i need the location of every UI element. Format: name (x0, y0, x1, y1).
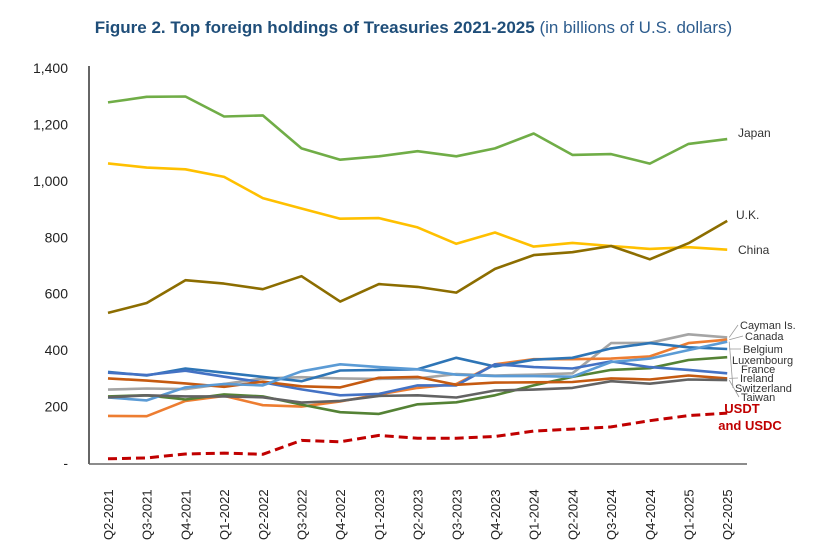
x-tick-label: Q3-2022 (295, 489, 310, 540)
series-label-belgium: Belgium (743, 344, 783, 356)
y-tick-label: 600 (45, 286, 69, 302)
chart-title: Figure 2. Top foreign holdings of Treasu… (0, 18, 827, 38)
series-line-japan (107, 95, 728, 165)
series-line-france (107, 360, 728, 397)
series-label-usdt-and-usdc-line2: and USDC (718, 418, 782, 433)
x-tick-label: Q4-2021 (178, 489, 193, 540)
x-tick-label: Q4-2023 (488, 489, 503, 540)
series-line-usdt-and-usdc (107, 411, 728, 461)
series-label-luxembourg: Luxembourg (732, 355, 793, 367)
series-label-u-k: U.K. (736, 208, 759, 222)
y-tick-label: 400 (45, 342, 69, 358)
series-line-belgium (107, 341, 728, 383)
x-axis-ticks: Q2-2021 Q3-2021 Q4-2021 Q1-2022 Q2-2022 Q3-20… (101, 489, 735, 540)
axes (88, 66, 747, 465)
series-line-cayman-is (107, 332, 728, 391)
chart-subtitle: (in billions of U.S. dollars) (539, 18, 733, 37)
leader-line (728, 324, 739, 338)
x-tick-label: Q2-2024 (565, 489, 580, 540)
series-label-france: France (741, 364, 775, 376)
series-lines (107, 95, 728, 461)
x-tick-label: Q2-2025 (720, 489, 735, 540)
x-tick-label: Q2-2023 (411, 489, 426, 540)
y-tick-label: - (63, 455, 68, 471)
x-tick-label: Q1-2023 (372, 489, 387, 540)
y-tick-label: 200 (45, 399, 69, 415)
chart-title-main: Figure 2. Top foreign holdings of Treasu… (94, 18, 535, 37)
series-label-china: China (738, 243, 770, 257)
leader-line (728, 341, 734, 389)
series-line-switzerland (107, 340, 728, 402)
x-tick-label: Q3-2023 (449, 489, 464, 540)
series-labels: Japan China U.K. Cayman Is.CanadaBelgiumLux… (718, 126, 795, 433)
y-axis-ticks: - 200 400 600 800 1,000 1,200 1,400 (33, 60, 68, 471)
series-label-switzerland: Switzerland (735, 383, 792, 395)
x-tick-label: Q1-2025 (682, 489, 697, 540)
x-tick-label: Q2-2022 (256, 489, 271, 540)
y-tick-label: 800 (45, 229, 69, 245)
series-label-canada: Canada (745, 331, 784, 343)
y-tick-label: 1,000 (33, 173, 68, 189)
x-tick-label: Q4-2024 (643, 489, 658, 540)
series-label-ireland: Ireland (740, 373, 774, 385)
y-tick-label: 1,200 (33, 116, 68, 132)
x-tick-label: Q3-2024 (604, 489, 619, 540)
series-label-cayman-is: Cayman Is. (740, 320, 796, 332)
x-tick-label: Q1-2024 (527, 489, 542, 540)
series-label-taiwan: Taiwan (741, 392, 775, 404)
series-label-japan: Japan (738, 126, 771, 140)
series-line-china (107, 162, 728, 251)
y-tick-label: 1,400 (33, 60, 68, 76)
x-tick-label: Q3-2021 (140, 489, 155, 540)
x-tick-label: Q2-2021 (101, 489, 116, 540)
leader-line (729, 335, 744, 341)
series-label-usdt-and-usdc: USDT (724, 401, 759, 416)
x-tick-label: Q1-2022 (217, 489, 232, 540)
x-tick-label: Q4-2022 (333, 489, 348, 540)
series-line-u-k (107, 219, 728, 315)
leader-line (728, 379, 740, 398)
series-line-taiwan (107, 378, 728, 404)
